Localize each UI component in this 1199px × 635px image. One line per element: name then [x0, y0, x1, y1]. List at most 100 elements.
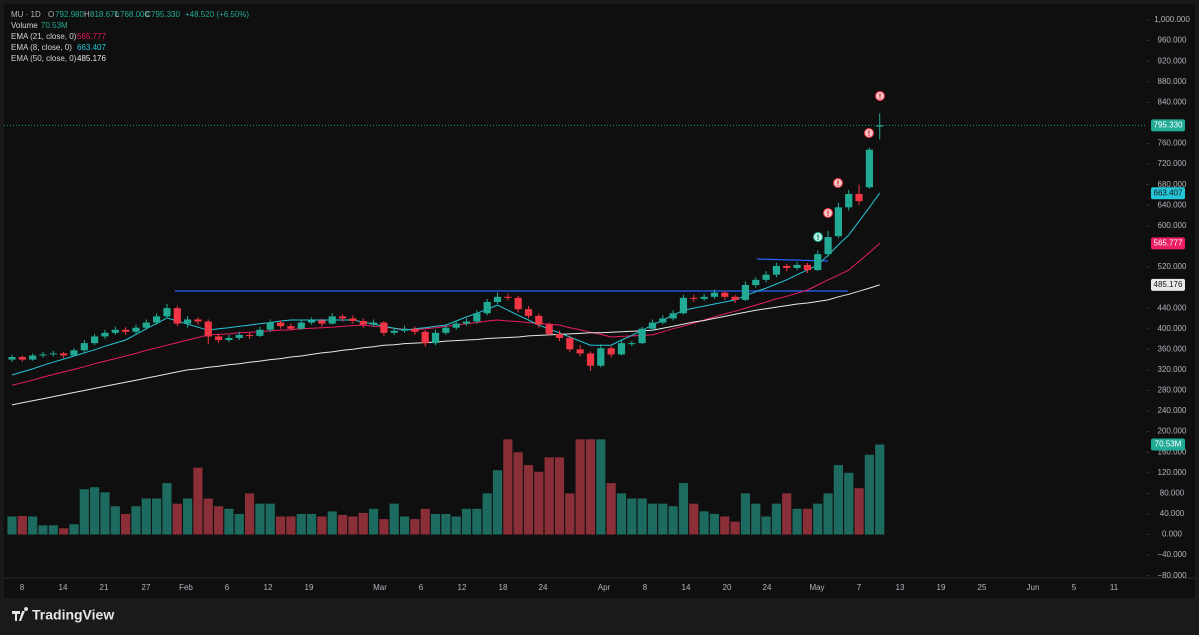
- volume-bar: [658, 503, 668, 535]
- volume-bar: [255, 503, 265, 535]
- y-tick-label: −80.000: [1157, 571, 1187, 580]
- candle-body: [659, 318, 667, 323]
- candle-body: [679, 297, 688, 314]
- candle-body: [225, 337, 233, 341]
- ohlc-key: L: [115, 10, 120, 19]
- volume-bar: [183, 498, 193, 535]
- volume-bar: [17, 516, 27, 535]
- price-label: 485.176: [1154, 280, 1183, 289]
- volume-bar: [482, 493, 492, 535]
- candle-body: [566, 337, 574, 350]
- ohlc-value: 792.980: [55, 10, 84, 19]
- ohlc-value: 818.670: [90, 10, 119, 19]
- volume-bar: [782, 493, 792, 535]
- event-marker: [833, 178, 843, 188]
- candle-body: [648, 322, 657, 329]
- x-tick-label: 19: [937, 583, 946, 592]
- volume-bar: [678, 483, 689, 535]
- volume-bar: [668, 506, 678, 535]
- volume-bar: [90, 487, 100, 535]
- volume-bar: [575, 439, 585, 535]
- candle-body: [793, 264, 801, 269]
- x-tick-label: Feb: [179, 583, 193, 592]
- x-tick-label: 6: [419, 583, 424, 592]
- x-tick-label: May: [809, 583, 824, 592]
- volume-bar: [503, 439, 513, 535]
- y-tick-label: 440.000: [1158, 303, 1187, 312]
- candle-body: [307, 320, 316, 323]
- candle-body: [607, 348, 615, 355]
- y-tick-label: 120.000: [1158, 468, 1187, 477]
- volume-bar: [441, 513, 451, 535]
- candle-body: [741, 284, 750, 300]
- y-tick-label: 840.000: [1158, 97, 1187, 106]
- x-tick-label: 11: [1110, 583, 1119, 592]
- volume-bar: [709, 513, 720, 535]
- candle-body: [266, 322, 274, 330]
- volume-bar: [152, 498, 162, 535]
- volume-bar: [523, 465, 534, 535]
- x-tick-label: 14: [682, 583, 691, 592]
- y-tick-label: 960.000: [1158, 36, 1187, 45]
- y-tick-label: 200.000: [1158, 427, 1187, 436]
- volume-bar: [813, 503, 823, 535]
- volume-bar: [7, 516, 17, 535]
- x-tick-label: 14: [59, 583, 68, 592]
- candle-body: [49, 353, 57, 355]
- candle-body: [824, 237, 832, 255]
- candle-body: [865, 149, 873, 188]
- volume-value: 70.53M: [41, 21, 68, 30]
- legend-value: 565.777: [77, 32, 106, 41]
- volume-name: Volume: [11, 21, 38, 30]
- candle-body: [845, 193, 853, 208]
- y-tick-label: 280.000: [1158, 386, 1187, 395]
- y-tick-label: 360.000: [1158, 344, 1187, 353]
- price-label-box: [1151, 278, 1185, 291]
- legend-name: EMA (50, close, 0): [11, 54, 77, 63]
- event-marker: [813, 232, 823, 242]
- candle-body: [700, 296, 708, 299]
- price-label-box: [1151, 119, 1185, 132]
- y-tick-label: 240.000: [1158, 406, 1187, 415]
- candle-body: [235, 334, 243, 338]
- volume-bar: [358, 512, 368, 535]
- candle-body: [669, 313, 677, 319]
- event-marker: [875, 91, 885, 101]
- brand-logo: [12, 607, 29, 621]
- volume-bar: [472, 508, 482, 535]
- candle-body: [153, 316, 161, 323]
- candle-body: [597, 348, 605, 366]
- candle-body: [638, 328, 646, 344]
- candle-body: [70, 350, 78, 356]
- volume-bar: [410, 519, 420, 535]
- volume-bar: [492, 470, 503, 535]
- candle-body: [545, 324, 553, 334]
- volume-bar: [317, 516, 327, 535]
- x-tick-label: 6: [225, 583, 230, 592]
- volume-bar: [616, 493, 627, 535]
- volume-bar: [730, 521, 740, 535]
- header: MU · 1D O 792.980 H 818.670 L 768.000 C …: [11, 10, 249, 30]
- candle-body: [215, 336, 223, 341]
- price-label: 663.407: [1154, 188, 1183, 197]
- y-tick-label: 40.000: [1160, 509, 1185, 518]
- volume-bar: [637, 498, 647, 535]
- volume-bar: [864, 454, 874, 535]
- candle-body: [731, 296, 739, 300]
- price-label-box: [1151, 187, 1185, 200]
- volume-bar: [399, 516, 410, 535]
- legend-name: EMA (8, close, 0): [11, 43, 72, 52]
- y-tick-label: 600.000: [1158, 221, 1187, 230]
- volume-bar: [141, 498, 151, 535]
- candle-body: [514, 297, 522, 310]
- candle-body: [762, 274, 770, 280]
- candle-body: [194, 319, 202, 322]
- candle-body: [245, 334, 254, 336]
- x-tick-label: 18: [499, 583, 508, 592]
- volume-bar: [162, 483, 172, 535]
- y-tick-label: 720.000: [1158, 159, 1187, 168]
- x-tick-label: 24: [539, 583, 548, 592]
- candle-body: [276, 322, 285, 327]
- x-tick-label: 25: [978, 583, 987, 592]
- candle-body: [855, 193, 863, 202]
